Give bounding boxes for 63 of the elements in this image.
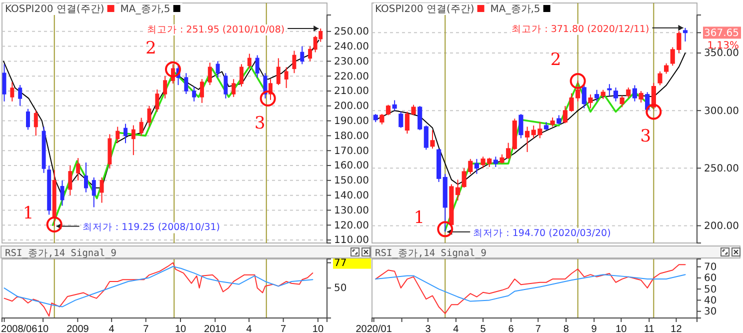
- x-tick-label: 2010: [204, 324, 227, 333]
- y-tick-label: 160.00: [334, 160, 369, 172]
- y-tick-label: 50: [704, 284, 717, 296]
- x-tick-label: 7: [280, 324, 287, 333]
- x-tick-label: 9: [591, 324, 598, 333]
- y-tick-label: 250.00: [334, 26, 369, 38]
- legend-label: MA_종가,5: [490, 4, 540, 15]
- x-tick-label: 2008/06: [1, 324, 38, 333]
- y-tick-label: 30: [704, 306, 717, 318]
- y-tick-label: 77: [334, 258, 347, 269]
- annotation: 최고가 : 251.95 (2010/10/08): [146, 24, 285, 36]
- annotation: 1: [414, 208, 425, 228]
- x-tick-label: 2009: [66, 324, 90, 333]
- annotation: 3: [640, 126, 652, 147]
- y-tick-label: 170.00: [334, 146, 369, 157]
- annotation: 2: [550, 50, 562, 70]
- x-tick-label: 7: [535, 324, 542, 333]
- legend-label: KOSPI200 연결(주간): [375, 4, 474, 15]
- x-tick-label: 8: [563, 324, 570, 333]
- y-tick-label: 200.00: [704, 220, 739, 232]
- y-tick-label: 250.00: [704, 163, 739, 174]
- annotation: 3: [254, 113, 266, 134]
- y-tick-label: 300.00: [704, 106, 739, 117]
- y-tick-label: 190.00: [334, 116, 369, 128]
- legend-label: KOSPI200 연결(주간): [5, 4, 104, 15]
- x-tick-label: 3: [425, 324, 432, 333]
- y-tick-label: 140.00: [334, 190, 369, 202]
- y-tick-label: 50: [334, 283, 347, 294]
- annotation: 최저가 : 194.70 (2020/03/20): [473, 228, 611, 239]
- y-tick-label: 220.00: [334, 71, 369, 82]
- x-tick-label: 7: [143, 324, 150, 333]
- x-tick-label: 5: [480, 324, 486, 333]
- x-tick-label: 11: [644, 324, 655, 333]
- x-tick-label: 10: [37, 324, 50, 333]
- x-tick-label: 4: [453, 324, 460, 333]
- y-tick-label: 180.00: [334, 130, 369, 142]
- y-tick-label: 210.00: [334, 86, 369, 98]
- legend-label: MA_종가,5: [120, 4, 170, 15]
- y-tick-label: 70: [704, 262, 717, 273]
- x-tick-label: 2020/01: [356, 324, 392, 333]
- annotation: 최저가 : 119.25 (2008/10/31): [82, 222, 220, 234]
- y-tick-label: 60: [704, 273, 717, 284]
- y-tick-label: 240.00: [334, 41, 369, 52]
- y-tick-label: 230.00: [334, 56, 369, 68]
- x-tick-label: 10: [174, 324, 187, 333]
- chart-title: RSI_종가,14 Signal_9: [375, 248, 487, 259]
- y-tick-label: 130.00: [334, 205, 369, 216]
- y-tick-label: 367.65: [704, 28, 739, 39]
- y-tick-label: 120.00: [334, 220, 369, 232]
- y-tick-label: 40: [704, 295, 717, 306]
- annotation: 2: [146, 38, 156, 58]
- y-tick-label: 150.00: [334, 176, 369, 187]
- x-tick-label: 12: [670, 324, 682, 333]
- annotation: 1: [22, 204, 34, 224]
- chart-title: RSI_종가,14 Signal_9: [5, 248, 117, 259]
- x-tick-label: 4: [246, 324, 252, 333]
- x-tick-label: 6: [508, 324, 514, 333]
- annotation: 최고가 : 371.80 (2020/12/11): [512, 24, 650, 35]
- x-tick-label: 10: [616, 324, 628, 333]
- y-tick-label: 200.00: [334, 101, 369, 112]
- x-tick-label: 4: [108, 324, 115, 333]
- y-tick-label: 110.00: [334, 235, 369, 246]
- x-tick-label: 10: [312, 324, 324, 333]
